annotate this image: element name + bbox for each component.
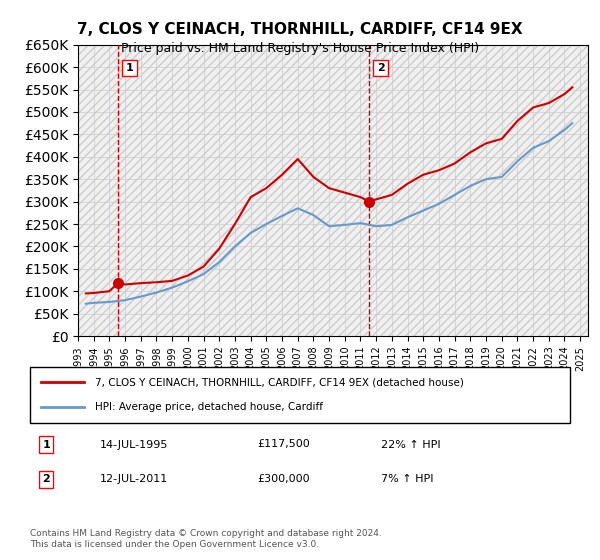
Text: HPI: Average price, detached house, Cardiff: HPI: Average price, detached house, Card… xyxy=(95,402,323,412)
Text: 22% ↑ HPI: 22% ↑ HPI xyxy=(381,440,440,450)
Text: 2: 2 xyxy=(377,63,385,73)
Text: 7, CLOS Y CEINACH, THORNHILL, CARDIFF, CF14 9EX: 7, CLOS Y CEINACH, THORNHILL, CARDIFF, C… xyxy=(77,22,523,38)
Text: £300,000: £300,000 xyxy=(257,474,310,484)
Text: 14-JUL-1995: 14-JUL-1995 xyxy=(100,440,169,450)
Text: 7, CLOS Y CEINACH, THORNHILL, CARDIFF, CF14 9EX (detached house): 7, CLOS Y CEINACH, THORNHILL, CARDIFF, C… xyxy=(95,377,464,388)
Text: 12-JUL-2011: 12-JUL-2011 xyxy=(100,474,169,484)
FancyBboxPatch shape xyxy=(30,367,570,423)
Text: Contains HM Land Registry data © Crown copyright and database right 2024.
This d: Contains HM Land Registry data © Crown c… xyxy=(30,529,382,549)
Text: 2: 2 xyxy=(43,474,50,484)
Text: 1: 1 xyxy=(126,63,133,73)
Text: 1: 1 xyxy=(43,440,50,450)
Text: Price paid vs. HM Land Registry's House Price Index (HPI): Price paid vs. HM Land Registry's House … xyxy=(121,42,479,55)
Text: £117,500: £117,500 xyxy=(257,440,310,450)
Text: 7% ↑ HPI: 7% ↑ HPI xyxy=(381,474,433,484)
